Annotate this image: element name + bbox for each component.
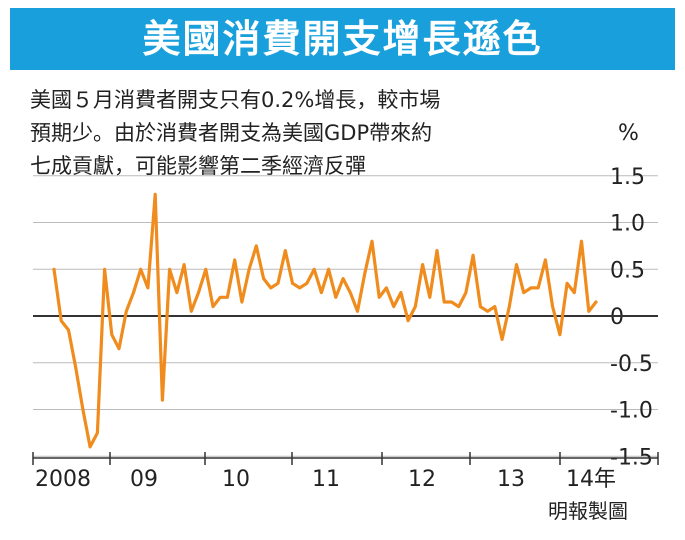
description-line: 美國５月消費者開支只有0.2%增長，較市場: [30, 88, 441, 112]
x-tick-label: 2008: [35, 467, 91, 492]
y-tick-label: 1.5: [610, 165, 645, 190]
x-tick-label: 09: [130, 467, 158, 492]
x-tick-label: 11: [312, 467, 340, 492]
x-tick-label: 14年: [566, 467, 616, 492]
series-line: [52, 192, 598, 449]
description-line: 預期少。由於消費者開支為美國GDP帶來約: [30, 121, 433, 145]
y-tick-label: 0.5: [610, 258, 645, 283]
x-tick-label: 13: [497, 467, 525, 492]
x-tick-label: 10: [222, 467, 250, 492]
description-line: 七成貢獻，可能影響第二季經濟反彈: [30, 154, 366, 178]
chart-title: 美國消費開支增長遜色: [10, 8, 675, 70]
y-tick-label: -0.5: [610, 352, 653, 377]
y-tick-label: 0: [610, 305, 624, 330]
y-axis-unit: %: [618, 121, 639, 146]
chart-credit: 明報製圖: [548, 499, 628, 523]
y-tick-label: -1.0: [610, 399, 653, 424]
x-tick-label: 12: [408, 467, 436, 492]
chart-description: 美國５月消費者開支只有0.2%增長，較市場 預期少。由於消費者開支為美國GDP帶…: [30, 84, 610, 183]
y-tick-label: 1.0: [610, 212, 645, 237]
